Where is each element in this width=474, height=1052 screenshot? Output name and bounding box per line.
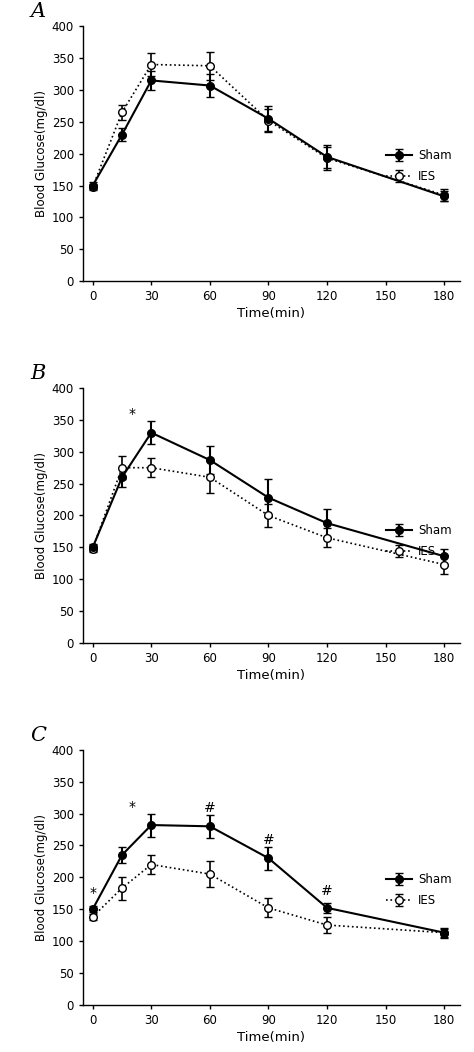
Text: *: * — [128, 407, 135, 421]
Text: #: # — [263, 833, 274, 847]
Text: A: A — [30, 2, 46, 21]
Text: C: C — [30, 726, 46, 745]
Text: B: B — [30, 364, 46, 383]
Y-axis label: Blood Glucose(mg/dl): Blood Glucose(mg/dl) — [35, 452, 47, 579]
X-axis label: Time(min): Time(min) — [237, 669, 305, 682]
Legend: Sham, IES: Sham, IES — [383, 147, 454, 186]
Text: #: # — [321, 884, 333, 897]
Text: #: # — [204, 801, 216, 815]
Y-axis label: Blood Glucose(mg/dl): Blood Glucose(mg/dl) — [35, 90, 47, 217]
X-axis label: Time(min): Time(min) — [237, 307, 305, 320]
Text: *: * — [89, 886, 96, 901]
Text: *: * — [128, 800, 135, 813]
X-axis label: Time(min): Time(min) — [237, 1031, 305, 1044]
Legend: Sham, IES: Sham, IES — [383, 870, 454, 909]
Y-axis label: Blood Glucose(mg/dl): Blood Glucose(mg/dl) — [35, 814, 47, 940]
Legend: Sham, IES: Sham, IES — [383, 522, 454, 561]
